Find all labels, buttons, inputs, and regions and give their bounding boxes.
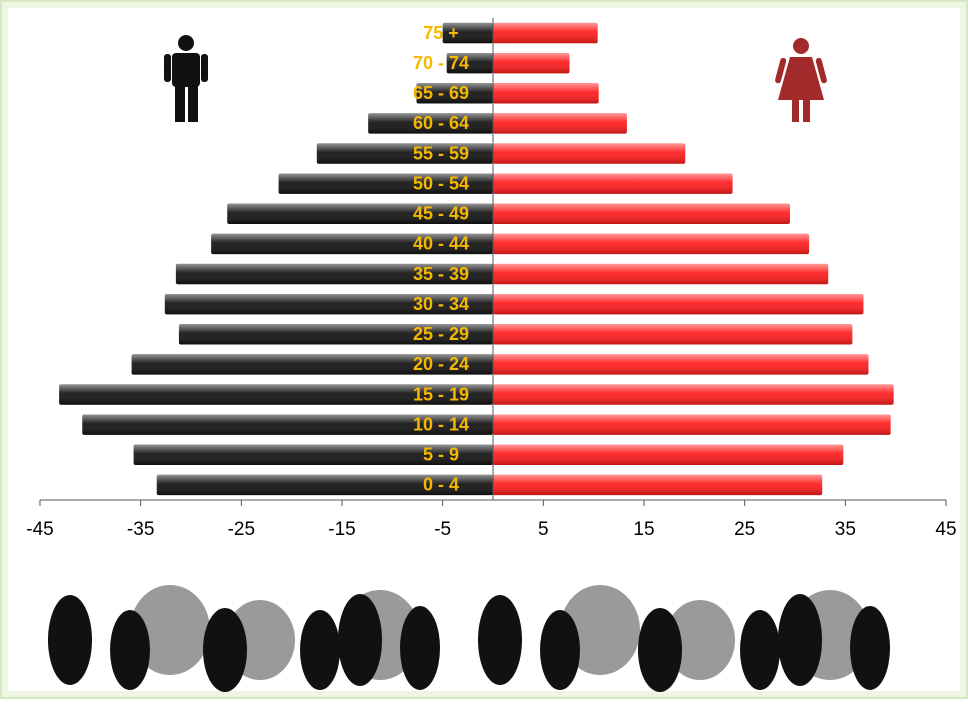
category-label: 45 - 49: [413, 204, 469, 224]
bar-highlight: [368, 113, 493, 134]
x-tick-label: 25: [734, 519, 755, 540]
category-label: 50 - 54: [413, 173, 469, 193]
x-tick-label: -45: [26, 519, 53, 540]
bar-highlight: [493, 324, 853, 345]
bar-highlight: [446, 52, 493, 74]
category-label: 0 - 4: [423, 475, 459, 495]
bar-highlight: [493, 293, 864, 315]
x-tick-label: -25: [228, 519, 255, 540]
bar-highlight: [493, 384, 894, 405]
x-tick-label: -5: [434, 519, 451, 540]
bar-highlight: [493, 233, 810, 255]
category-label: 25 - 29: [413, 324, 469, 344]
bar-highlight: [493, 173, 733, 194]
category-label: 65 - 69: [413, 83, 469, 103]
category-label: 60 - 64: [413, 113, 469, 133]
bar-highlight: [278, 173, 493, 194]
category-label: 35 - 39: [413, 264, 469, 284]
bar-highlight: [131, 354, 493, 375]
category-label: 75 +: [423, 23, 459, 43]
bar-highlight: [493, 52, 570, 74]
bar-highlight: [493, 143, 686, 164]
bar-highlight: [133, 444, 493, 466]
bar-highlight: [59, 384, 493, 405]
female-icon: [775, 38, 827, 122]
bar-highlight: [178, 324, 494, 345]
bar-highlight: [493, 83, 599, 104]
bar-highlight: [156, 474, 494, 496]
category-label: 5 - 9: [423, 445, 459, 465]
bar-highlight: [493, 444, 844, 466]
bar-highlight: [493, 354, 869, 375]
x-tick-label: 5: [538, 519, 549, 540]
bar-highlight: [164, 293, 493, 315]
bar-highlight: [493, 203, 790, 225]
x-tick-label: -35: [127, 519, 154, 540]
bar-highlight: [82, 414, 493, 435]
bar-highlight: [493, 414, 891, 435]
bar-highlight: [416, 83, 493, 104]
x-tick-label: -15: [328, 519, 355, 540]
bar-highlight: [493, 113, 627, 134]
plot-background: [8, 8, 960, 691]
bar-highlight: [493, 474, 823, 496]
category-label: 20 - 24: [413, 354, 469, 374]
bar-highlight: [227, 203, 494, 225]
bar-highlight: [493, 263, 829, 285]
category-label: 30 - 34: [413, 294, 469, 314]
category-label: 15 - 19: [413, 384, 469, 404]
x-tick-label: 45: [935, 519, 956, 540]
category-label: 55 - 59: [413, 143, 469, 163]
category-label: 10 - 14: [413, 414, 469, 434]
male-icon: [164, 35, 208, 122]
bar-highlight: [442, 22, 493, 44]
crowd-illustration: [48, 585, 890, 692]
bar-highlight: [316, 143, 493, 164]
bar-highlight: [211, 233, 493, 255]
category-label: 70 - 74: [413, 53, 469, 73]
bar-highlight: [175, 263, 493, 285]
bar-highlight: [493, 22, 598, 44]
x-tick-label: 35: [835, 519, 856, 540]
x-tick-label: 15: [633, 519, 654, 540]
category-label: 40 - 44: [413, 234, 469, 254]
